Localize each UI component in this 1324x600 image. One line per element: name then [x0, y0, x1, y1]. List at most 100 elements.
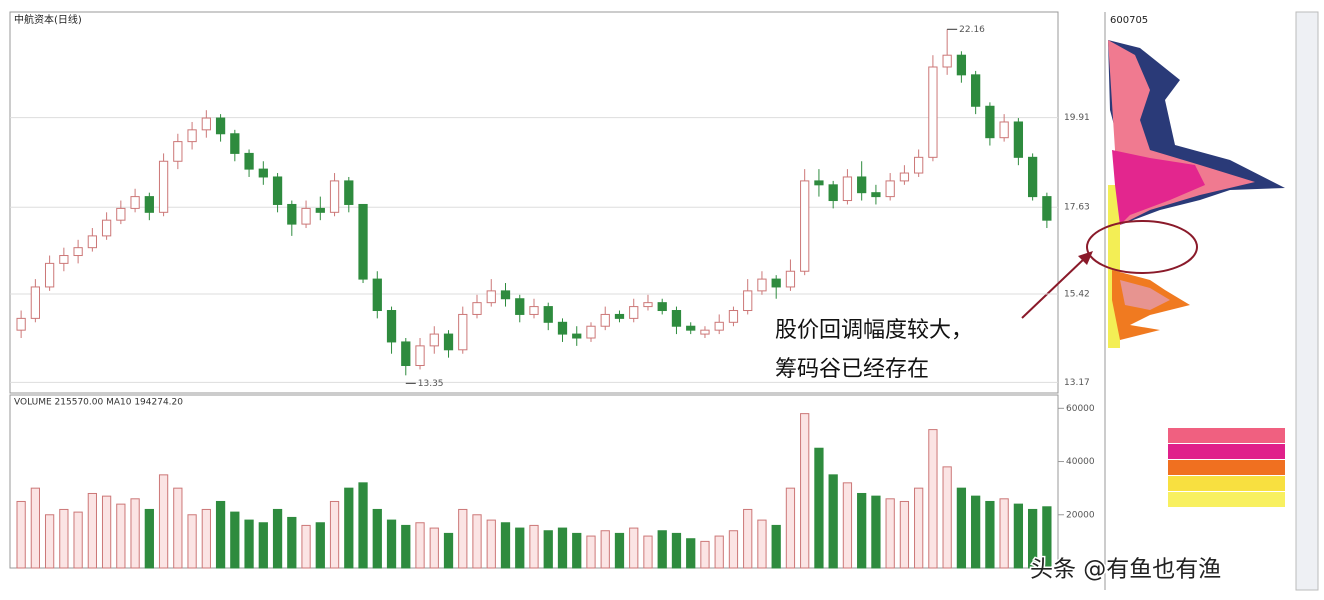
candle-body — [714, 321, 724, 331]
volume-bar — [557, 527, 568, 569]
candle-body — [629, 306, 639, 319]
annotation: 股价回调幅度较大， — [775, 318, 973, 343]
candle-body — [814, 180, 824, 186]
candle-body — [144, 196, 154, 213]
volume-bar — [800, 413, 810, 569]
candle-body — [899, 172, 910, 182]
volume-bar — [301, 524, 311, 569]
volume-bar — [828, 474, 838, 569]
candle-body — [800, 180, 810, 272]
volume-bar — [586, 535, 596, 569]
volume-bar — [614, 532, 625, 569]
volume-bar — [315, 522, 325, 569]
candle-body — [130, 196, 140, 209]
volume-bar — [657, 530, 667, 569]
volume-bar — [59, 508, 69, 569]
arrow-head — [1078, 251, 1093, 265]
candle-body — [515, 298, 525, 315]
volume-bar — [500, 522, 511, 569]
candle-body — [985, 105, 995, 139]
volume-bar — [230, 511, 240, 569]
volume-bar — [458, 508, 468, 569]
y-tick-label: 15.42 — [1064, 290, 1090, 300]
volume-bar — [386, 519, 397, 569]
volume-bar — [999, 498, 1009, 569]
candle-body — [458, 313, 468, 351]
candle-body — [1027, 156, 1038, 198]
volume-bar — [743, 508, 753, 569]
candle-body — [401, 341, 411, 367]
volume-bar — [415, 522, 425, 569]
volume-bar — [44, 514, 55, 569]
volume-bar — [215, 500, 226, 569]
volume-bar — [401, 524, 411, 569]
chart-title: 中航资本(日线) — [14, 13, 82, 26]
volume-bar — [600, 530, 610, 569]
candle-body — [258, 168, 268, 178]
low-label: 13.35 — [418, 379, 444, 389]
candle-body — [671, 310, 682, 327]
volume-bar — [344, 487, 354, 569]
candle-body — [828, 184, 838, 202]
volume-bar — [728, 530, 739, 569]
volume-bar — [429, 527, 439, 569]
candle-body — [500, 290, 511, 300]
legend-boxes — [1168, 428, 1285, 507]
volume-bar — [985, 500, 995, 569]
watermark: 头条 @有鱼也有渔 — [1030, 557, 1221, 583]
candle-body — [272, 176, 283, 205]
volume-bar — [842, 482, 853, 569]
candle-body — [971, 74, 981, 107]
volume-bar — [785, 487, 796, 569]
volume-bar — [372, 508, 382, 569]
volume-bar — [543, 530, 553, 569]
volume-bar — [272, 508, 283, 569]
y-tick-label: 13.17 — [1064, 378, 1090, 388]
volume-bar — [700, 540, 710, 569]
candle-body — [358, 203, 368, 280]
volume-bar — [714, 535, 724, 569]
candle-body — [857, 176, 867, 194]
candle-body — [372, 278, 382, 312]
candle-body — [543, 306, 553, 323]
volume-bar — [814, 447, 824, 569]
candle-body — [116, 207, 126, 221]
volume-bar — [30, 487, 41, 569]
candle-body — [600, 313, 610, 327]
price-panel — [9, 11, 1059, 394]
volume-bar — [258, 522, 268, 569]
chip-distribution — [1108, 40, 1285, 348]
volume-bar — [329, 500, 340, 569]
candle-body — [215, 117, 226, 135]
symbol: 600705 — [1110, 15, 1148, 26]
candle-body — [1013, 121, 1024, 158]
candle-body — [315, 207, 325, 213]
candle-body — [244, 152, 254, 170]
volume-bar — [187, 514, 197, 569]
candle-body — [928, 66, 938, 158]
arrow — [1021, 257, 1086, 319]
volume-bar — [857, 492, 867, 569]
volume-bar — [443, 532, 454, 569]
volume-tick-label: 20000 — [1066, 510, 1095, 520]
toolbar[interactable] — [1295, 11, 1319, 591]
candle-body — [415, 345, 425, 367]
volume-bar — [942, 466, 952, 569]
candle-body — [643, 302, 653, 308]
candle-body — [230, 133, 240, 154]
volume-bar — [16, 500, 26, 569]
candle-body — [158, 160, 169, 213]
candle-body — [557, 321, 568, 335]
candle-body — [486, 290, 496, 304]
candle-body — [572, 333, 582, 339]
volume-bar — [686, 538, 696, 569]
y-tick-label: 19.91 — [1064, 113, 1090, 123]
candle-body — [771, 278, 781, 288]
candle-body — [59, 255, 69, 264]
volume-bar — [899, 500, 910, 569]
candle-body — [914, 156, 924, 174]
y-tick-label: 17.63 — [1064, 203, 1090, 213]
candle-body — [728, 310, 739, 323]
volume-bar — [101, 495, 112, 569]
volume-bar — [771, 524, 781, 569]
